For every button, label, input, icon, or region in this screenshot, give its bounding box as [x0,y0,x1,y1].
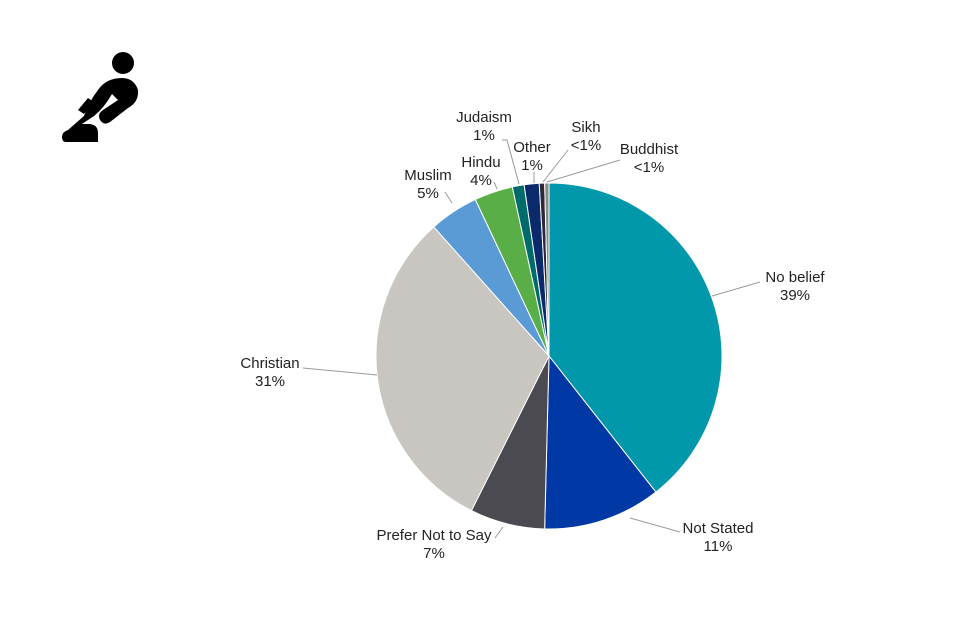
leader-line [711,281,761,297]
slice-percent-label: 1% [473,127,495,144]
leader-line [444,191,453,204]
leader-line [542,149,569,183]
slice-percent-label: <1% [571,137,601,154]
slice-name-label: Christian [240,355,299,372]
slice-name-label: Judaism [456,109,512,126]
slice-percent-label: 1% [521,157,543,174]
slice-name-label: Sikh [571,119,600,136]
slice-percent-label: 39% [780,287,810,304]
pie-slice-not-stated [544,354,657,530]
leader-line [629,517,681,533]
slice-name-label: Hindu [461,154,500,171]
pie-slice-buddhist [544,182,550,357]
leader-line [302,367,378,376]
leader-line [493,181,498,190]
slice-percent-label: 7% [423,545,445,562]
slice-name-label: Prefer Not to Say [376,527,492,544]
slice-percent-label: 11% [704,538,733,555]
slice-percent-label: 31% [255,373,285,390]
pie-slice-no-belief [548,182,723,493]
slice-name-label: Buddhist [620,141,679,158]
slice-name-label: No belief [765,269,825,286]
slice-name-label: Muslim [404,167,452,184]
leader-line [494,526,504,539]
pie-slice-christian [375,226,550,512]
slice-percent-label: <1% [634,159,664,176]
praying-person-icon [62,52,139,142]
leader-line [502,139,520,185]
slice-percent-label: 4% [470,172,492,189]
slice-name-label: Other [513,139,551,156]
leader-line [546,159,621,183]
slice-percent-label: 5% [417,185,439,202]
slice-name-label: Not Stated [683,520,754,537]
